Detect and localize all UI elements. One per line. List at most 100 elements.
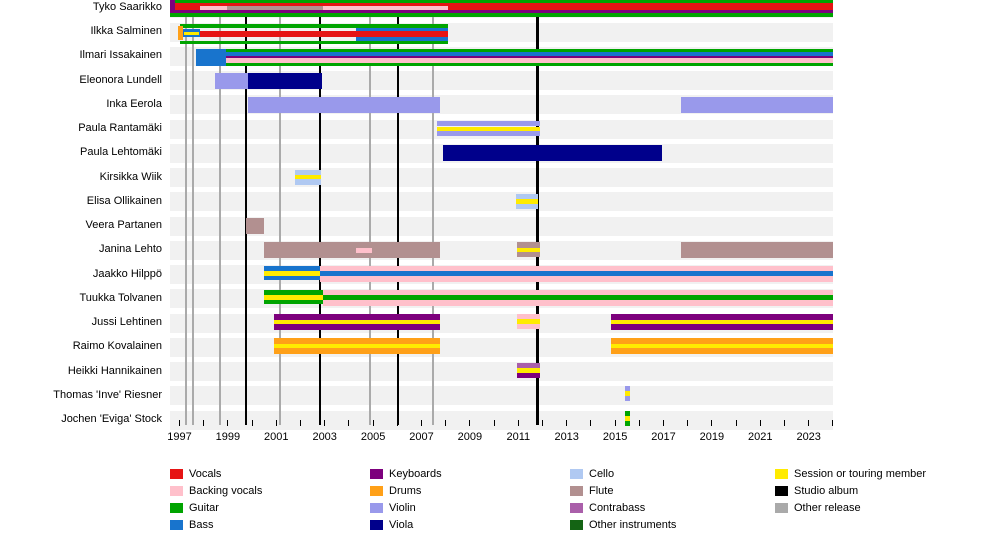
axis-tick [445, 420, 447, 426]
member-row-band [170, 192, 833, 212]
timeline-bar-cello [515, 193, 538, 200]
axis-tick [590, 420, 592, 426]
timeline-bar-bass [356, 27, 449, 32]
timeline-bar-bass [225, 52, 833, 56]
timeline-bar-session [273, 319, 441, 324]
timeline-bar-violin [625, 395, 630, 401]
axis-tick [614, 420, 616, 426]
legend-swatch-session [775, 469, 788, 479]
axis-tick [227, 420, 229, 426]
axis-tick [469, 420, 471, 426]
member-label: Veera Partanen [85, 219, 162, 232]
timeline-bar-session [294, 174, 322, 180]
timeline-bar-keyboards [273, 323, 441, 330]
axis-tick [203, 420, 205, 426]
timeline-bar-drums [273, 347, 441, 354]
timeline-bar-bass [319, 271, 833, 277]
timeline-bar-drums [273, 338, 441, 344]
timeline-bar-contrabass [517, 362, 541, 368]
legend-swatch-violin [370, 503, 383, 513]
axis-tick [300, 420, 301, 426]
timeline-bar-drums [610, 338, 833, 344]
member-label: Raimo Kovalainen [72, 340, 162, 353]
axis-tick [832, 420, 834, 426]
axis-tick [372, 420, 374, 426]
timeline-bar-flute [246, 218, 264, 235]
axis-tick [687, 420, 689, 426]
member-label: Tyko Saarikko [92, 1, 162, 13]
member-row-band [170, 386, 833, 406]
timeline-bar-flute [680, 242, 833, 259]
timeline-bar-guitar [179, 24, 449, 28]
timeline-bar-drums [610, 347, 833, 354]
timeline-bar-session [517, 367, 541, 373]
other-release-line [368, 0, 371, 425]
member-row-band [170, 216, 833, 236]
timeline-bar-viola [443, 145, 663, 162]
timeline-bar-session [273, 343, 441, 348]
member-label: Ilkka Salminen [90, 25, 162, 38]
axis-tick [784, 420, 785, 426]
timeline-bar-guitar [225, 48, 833, 53]
axis-tick [542, 420, 543, 426]
timeline-bar-flute [517, 242, 541, 248]
timeline-bar-flute [263, 242, 441, 259]
timeline-bar-cello [515, 203, 538, 209]
axis-year-label: 2021 [748, 431, 773, 443]
legend-swatch-studio_album [775, 486, 788, 496]
other-release-line [185, 0, 188, 425]
timeline-bar-bass [263, 266, 320, 271]
legend-label: Drums [389, 485, 422, 497]
timeline-bar-guitar [263, 299, 323, 305]
member-label: Inka Eerola [106, 97, 162, 110]
timeline-bar-keyboards [225, 55, 833, 59]
axis-year-label: 1999 [215, 431, 241, 443]
timeline-bar-backing_vocals [323, 6, 449, 10]
member-row-band [170, 168, 833, 188]
timeline-bar-backing_vocals [200, 6, 227, 10]
axis-year-label: 2015 [602, 431, 628, 443]
other-release-line [192, 0, 195, 425]
legend-label: Studio album [794, 485, 859, 497]
timeline-bar-session [436, 126, 541, 131]
timeline-bar-guitar [263, 290, 323, 295]
member-label: Jussi Lehtinen [91, 316, 162, 329]
timeline-bar-flute [226, 6, 323, 10]
axis-tick [517, 420, 519, 426]
axis-year-label: 2001 [264, 431, 289, 443]
member-row-band [170, 71, 833, 91]
timeline-bar-drums [178, 26, 184, 41]
timeline-bar-keyboards [169, 9, 833, 13]
legend-label: Other instruments [589, 519, 677, 531]
timeline-bar-violin [680, 96, 833, 113]
axis-year-label: 2019 [699, 431, 725, 443]
timeline-bar-bass [195, 48, 226, 66]
studio-album-line [536, 0, 539, 425]
legend-swatch-cello [570, 469, 583, 479]
studio-album-line [244, 0, 248, 425]
timeline-bar-guitar [169, 0, 833, 4]
timeline-bar-session [625, 416, 630, 421]
member-row-band [170, 410, 833, 430]
member-label: Elisa Ollikainen [86, 194, 162, 207]
timeline-bar-vocals [200, 31, 449, 38]
member-label: Thomas 'Inve' Riesner [53, 388, 162, 401]
timeline-bar-cello [294, 179, 322, 185]
axis-tick [396, 420, 398, 426]
legend-swatch-vocals [170, 469, 183, 479]
timeline-bar-session [517, 247, 541, 253]
timeline-bar-violin [436, 121, 541, 127]
timeline-bar-keyboards [273, 313, 441, 320]
legend-label: Bass [189, 519, 214, 531]
axis-tick [179, 420, 180, 426]
legend-label: Flute [589, 485, 614, 497]
legend-label: Viola [389, 519, 414, 531]
legend-swatch-other_release [775, 503, 788, 513]
axis-tick [251, 420, 253, 426]
axis-year-label: 2009 [457, 431, 483, 443]
axis-tick [663, 420, 664, 426]
legend-swatch-keyboards [370, 469, 383, 479]
axis-year-label: 2013 [554, 431, 579, 443]
timeline-bar-keyboards [610, 313, 833, 320]
axis-tick [735, 420, 737, 426]
